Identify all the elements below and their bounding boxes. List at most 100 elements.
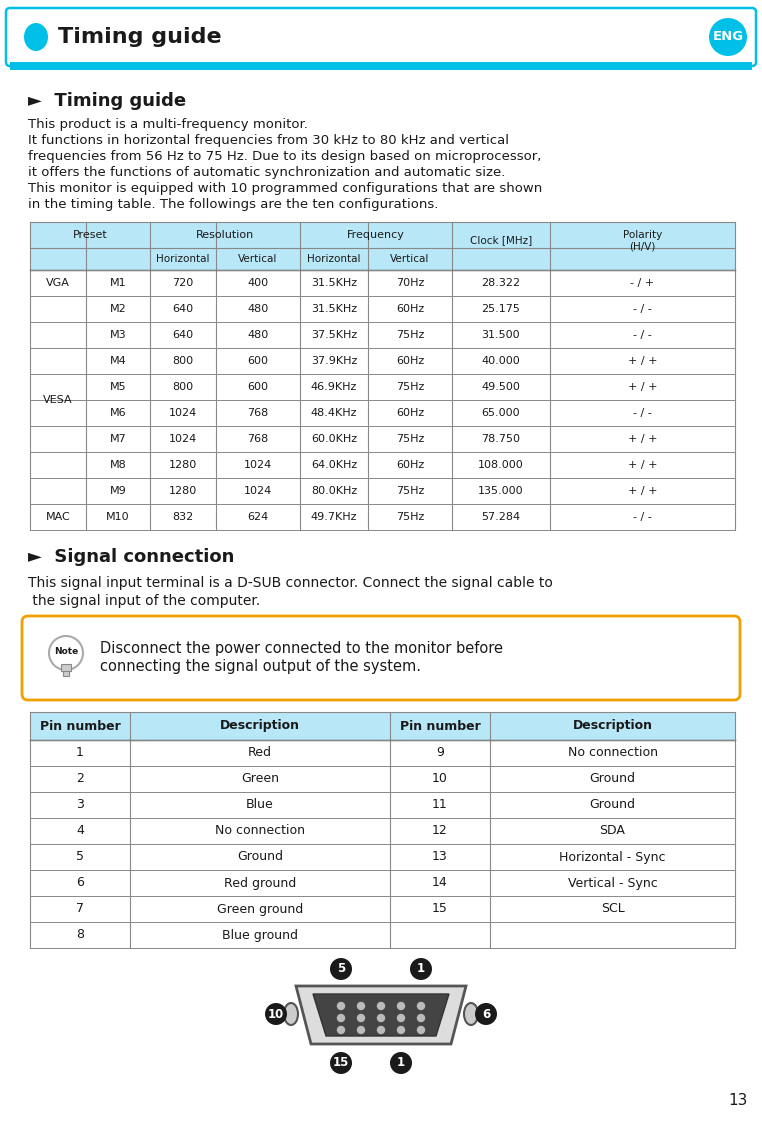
Text: 1024: 1024 xyxy=(169,434,197,444)
Text: 11: 11 xyxy=(432,798,448,812)
Text: - / -: - / - xyxy=(633,304,652,314)
Text: This monitor is equipped with 10 programmed configurations that are shown: This monitor is equipped with 10 program… xyxy=(28,182,543,195)
Text: 49.500: 49.500 xyxy=(482,382,520,392)
Text: 15: 15 xyxy=(333,1056,349,1070)
Circle shape xyxy=(357,1015,364,1021)
Text: 13: 13 xyxy=(728,1093,748,1108)
Text: M6: M6 xyxy=(110,408,126,418)
Text: No connection: No connection xyxy=(215,824,305,838)
Text: 1: 1 xyxy=(76,747,84,760)
Ellipse shape xyxy=(284,1003,298,1025)
Circle shape xyxy=(338,1002,344,1010)
Text: + / +: + / + xyxy=(628,486,658,495)
Text: Red ground: Red ground xyxy=(224,876,296,890)
Text: 48.4KHz: 48.4KHz xyxy=(311,408,357,418)
Text: 31.5KHz: 31.5KHz xyxy=(311,278,357,288)
Text: 10: 10 xyxy=(268,1008,284,1020)
Text: 75Hz: 75Hz xyxy=(395,330,424,340)
Text: 4: 4 xyxy=(76,824,84,838)
Text: 57.284: 57.284 xyxy=(482,512,520,522)
Text: 480: 480 xyxy=(248,330,269,340)
Text: ►  Signal connection: ► Signal connection xyxy=(28,548,235,566)
Text: It functions in horizontal frequencies from 30 kHz to 80 kHz and vertical: It functions in horizontal frequencies f… xyxy=(28,134,509,148)
Text: 2: 2 xyxy=(76,772,84,786)
Text: - / -: - / - xyxy=(633,408,652,418)
Text: frequencies from 56 Hz to 75 Hz. Due to its design based on microprocessor,: frequencies from 56 Hz to 75 Hz. Due to … xyxy=(28,150,541,163)
Text: 6: 6 xyxy=(482,1008,490,1020)
Text: connecting the signal output of the system.: connecting the signal output of the syst… xyxy=(100,660,421,674)
Text: Pin number: Pin number xyxy=(40,720,120,733)
Text: Pin number: Pin number xyxy=(399,720,480,733)
Text: M5: M5 xyxy=(110,382,126,392)
Text: 78.750: 78.750 xyxy=(482,434,520,444)
Text: M8: M8 xyxy=(110,461,126,470)
Circle shape xyxy=(398,1002,405,1010)
Text: M9: M9 xyxy=(110,486,126,495)
Text: SCL: SCL xyxy=(600,903,624,915)
Text: 1: 1 xyxy=(397,1056,405,1070)
Text: VGA: VGA xyxy=(46,278,70,288)
Circle shape xyxy=(418,1027,424,1034)
Text: MAC: MAC xyxy=(46,512,70,522)
Circle shape xyxy=(357,1027,364,1034)
Text: - / +: - / + xyxy=(630,278,655,288)
Text: 800: 800 xyxy=(172,356,194,366)
Text: 49.7KHz: 49.7KHz xyxy=(311,512,357,522)
Text: + / +: + / + xyxy=(628,434,658,444)
Circle shape xyxy=(265,1003,287,1025)
Text: 624: 624 xyxy=(248,512,269,522)
Ellipse shape xyxy=(464,1003,478,1025)
Text: 80.0KHz: 80.0KHz xyxy=(311,486,357,495)
Text: Vertical: Vertical xyxy=(390,254,430,263)
Text: ►  Timing guide: ► Timing guide xyxy=(28,92,186,110)
Text: 1024: 1024 xyxy=(244,461,272,470)
Text: 600: 600 xyxy=(248,382,268,392)
Text: 31.5KHz: 31.5KHz xyxy=(311,304,357,314)
Text: - / -: - / - xyxy=(633,330,652,340)
Text: 75Hz: 75Hz xyxy=(395,486,424,495)
Text: 60Hz: 60Hz xyxy=(396,408,424,418)
Text: 46.9KHz: 46.9KHz xyxy=(311,382,357,392)
Text: Preset: Preset xyxy=(72,230,107,240)
Text: 800: 800 xyxy=(172,382,194,392)
Circle shape xyxy=(418,1015,424,1021)
Text: 64.0KHz: 64.0KHz xyxy=(311,461,357,470)
Text: 15: 15 xyxy=(432,903,448,915)
Text: 25.175: 25.175 xyxy=(482,304,520,314)
Text: 75Hz: 75Hz xyxy=(395,382,424,392)
Text: 1024: 1024 xyxy=(169,408,197,418)
Text: 108.000: 108.000 xyxy=(478,461,524,470)
Text: 1: 1 xyxy=(417,963,425,975)
Circle shape xyxy=(49,636,83,670)
Bar xyxy=(61,664,71,671)
Text: Description: Description xyxy=(572,720,652,733)
Text: M3: M3 xyxy=(110,330,126,340)
Text: 400: 400 xyxy=(248,278,268,288)
Text: 60Hz: 60Hz xyxy=(396,356,424,366)
Text: ENG: ENG xyxy=(712,30,744,44)
Text: M2: M2 xyxy=(110,304,126,314)
Text: 3: 3 xyxy=(76,798,84,812)
Text: Vertical - Sync: Vertical - Sync xyxy=(568,876,658,890)
Text: + / +: + / + xyxy=(628,382,658,392)
Text: 9: 9 xyxy=(436,747,444,760)
Text: 600: 600 xyxy=(248,356,268,366)
Text: Disconnect the power connected to the monitor before: Disconnect the power connected to the mo… xyxy=(100,642,503,656)
Circle shape xyxy=(338,1015,344,1021)
Text: 640: 640 xyxy=(172,304,194,314)
Text: Description: Description xyxy=(220,720,300,733)
Ellipse shape xyxy=(24,23,48,51)
Circle shape xyxy=(330,958,352,980)
Text: Frequency: Frequency xyxy=(347,230,405,240)
Circle shape xyxy=(377,1002,385,1010)
Text: M7: M7 xyxy=(110,434,126,444)
Text: Horizontal: Horizontal xyxy=(307,254,360,263)
Bar xyxy=(30,222,735,270)
Text: 75Hz: 75Hz xyxy=(395,434,424,444)
Text: Clock [MHz]: Clock [MHz] xyxy=(470,235,532,245)
Text: 135.000: 135.000 xyxy=(479,486,523,495)
Circle shape xyxy=(377,1027,385,1034)
FancyBboxPatch shape xyxy=(22,616,740,700)
Text: in the timing table. The followings are the ten configurations.: in the timing table. The followings are … xyxy=(28,198,438,211)
FancyBboxPatch shape xyxy=(6,8,756,66)
